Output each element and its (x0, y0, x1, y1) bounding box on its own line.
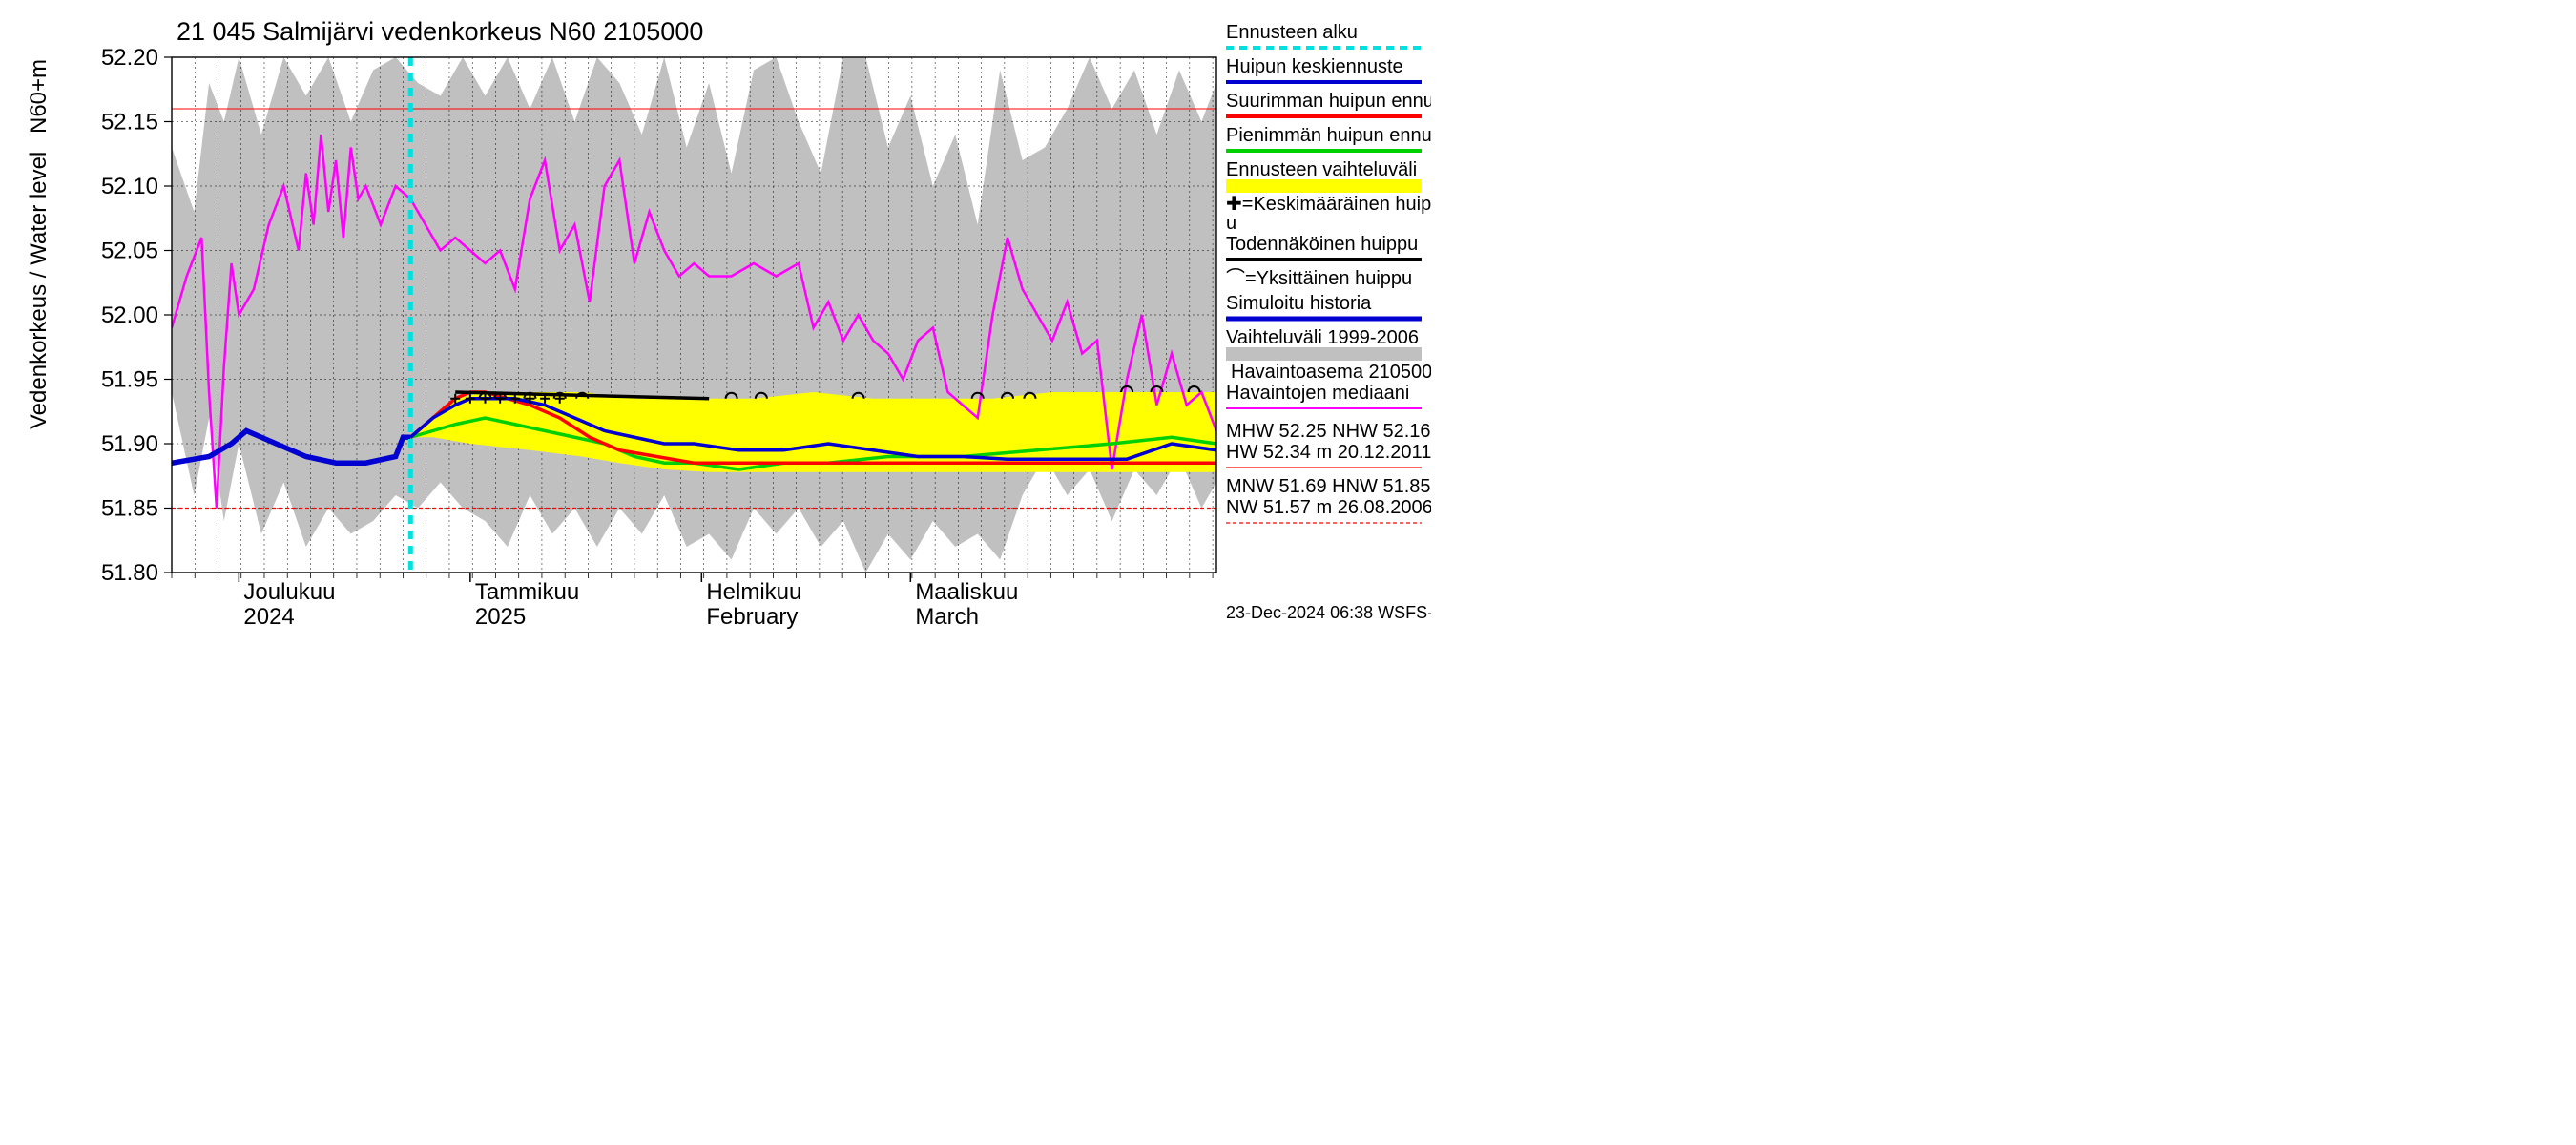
chart-title: 21 045 Salmijärvi vedenkorkeus N60 21050… (177, 17, 703, 46)
xtick-label-fi: Joulukuu (243, 579, 335, 605)
xtick-label-en: March (915, 604, 979, 630)
chart-container: 51.80 51.85 51.90 51.95 52.00 52.05 52.10 52.15… (0, 0, 1431, 636)
chart-svg: 51.80 51.85 51.90 51.95 52.00 52.05 52.10 52.15… (0, 0, 1431, 636)
timestamp: 23-Dec-2024 06:38 WSFS-O (1226, 603, 1431, 622)
xtick-label-year: 2025 (475, 604, 526, 630)
stats-hw: HW 52.34 m 20.12.2011 (1226, 442, 1431, 463)
legend-sublabel: Havaintoasema 2105000 (1231, 362, 1431, 383)
legend-label: Todennäköinen huippu (1226, 234, 1418, 255)
ytick-label: 51.80 (101, 560, 158, 586)
xtick-label-year: 2024 (243, 604, 294, 630)
legend-swatch-fill (1226, 179, 1422, 193)
legend-label: Huipun keskiennuste (1226, 56, 1403, 77)
stats-nw: NW 51.57 m 26.08.2006 (1226, 497, 1431, 518)
legend-label: ✚=Keskimääräinen huippu (1226, 194, 1431, 215)
ytick-label: 52.15 (101, 110, 158, 135)
legend-label: Ennusteen vaihteluväli (1226, 159, 1417, 180)
ytick-label: 52.10 (101, 174, 158, 199)
legend-label: Ennusteen alku (1226, 22, 1358, 43)
legend-swatch-fill (1226, 347, 1422, 361)
legend-label: u (1226, 213, 1236, 234)
y-axis-unit: N60+m (26, 59, 52, 134)
ytick-label: 52.00 (101, 302, 158, 328)
legend-label: Vaihteluväli 1999-2006 (1226, 327, 1419, 348)
xtick-label-fi: Maaliskuu (915, 579, 1018, 605)
legend-label: Pienimmän huipun ennuste (1226, 125, 1431, 146)
ytick-label: 52.05 (101, 239, 158, 264)
ytick-label: 51.90 (101, 431, 158, 457)
legend-label: Havaintojen mediaani (1226, 383, 1409, 404)
legend-label: Suurimman huipun ennuste (1226, 91, 1431, 112)
ytick-label: 51.85 (101, 496, 158, 522)
ytick-label: 51.95 (101, 367, 158, 393)
xtick-label-fi: Helmikuu (706, 579, 801, 605)
legend-label: Simuloitu historia (1226, 293, 1372, 314)
ytick-label: 52.20 (101, 45, 158, 71)
y-axis-label: Vedenkorkeus / Water level (26, 152, 52, 429)
stats-mhw: MHW 52.25 NHW 52.16 (1226, 421, 1431, 442)
xtick-label-fi: Tammikuu (475, 579, 579, 605)
stats-mnw: MNW 51.69 HNW 51.85 (1226, 476, 1431, 497)
legend-label: ⌒=Yksittäinen huippu (1226, 267, 1412, 289)
xtick-label-en: February (706, 604, 798, 630)
